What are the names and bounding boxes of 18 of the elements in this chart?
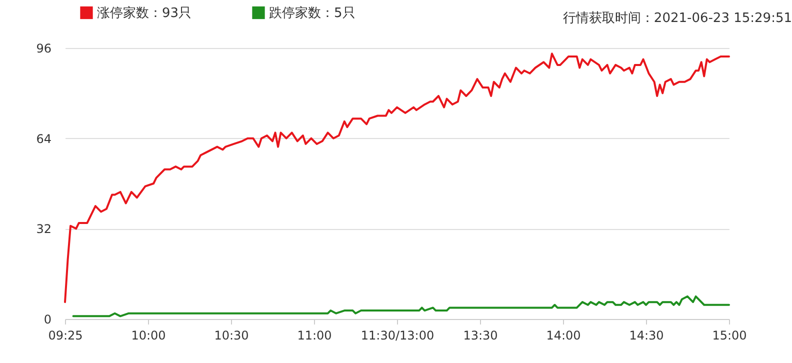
y-tick-label: 96	[36, 42, 52, 56]
x-tick-label: 13:30	[463, 328, 498, 342]
y-tick-label: 64	[36, 132, 52, 146]
legend-label: 跌停家数：5只	[269, 4, 356, 21]
x-tick-label: 10:00	[131, 328, 166, 342]
legend-label: 涨停家数：93只	[97, 4, 192, 21]
x-tick-label: 15:00	[712, 328, 747, 342]
x-tick-label: 14:00	[546, 328, 581, 342]
x-tick-label: 10:30	[214, 328, 249, 342]
y-tick-label: 32	[36, 222, 52, 236]
line-series	[72, 295, 730, 318]
x-tick-label: 11:00	[297, 328, 332, 342]
y-tick-label: 0	[44, 312, 52, 326]
text: 行情获取时间：2021-06-23 15:29:51	[562, 11, 792, 26]
x-tick-label: 14:30	[629, 328, 664, 342]
x-tick-label: 09:25	[48, 328, 83, 342]
x-tick-label: 11:30/13:00	[360, 328, 434, 342]
line-series	[64, 52, 730, 304]
